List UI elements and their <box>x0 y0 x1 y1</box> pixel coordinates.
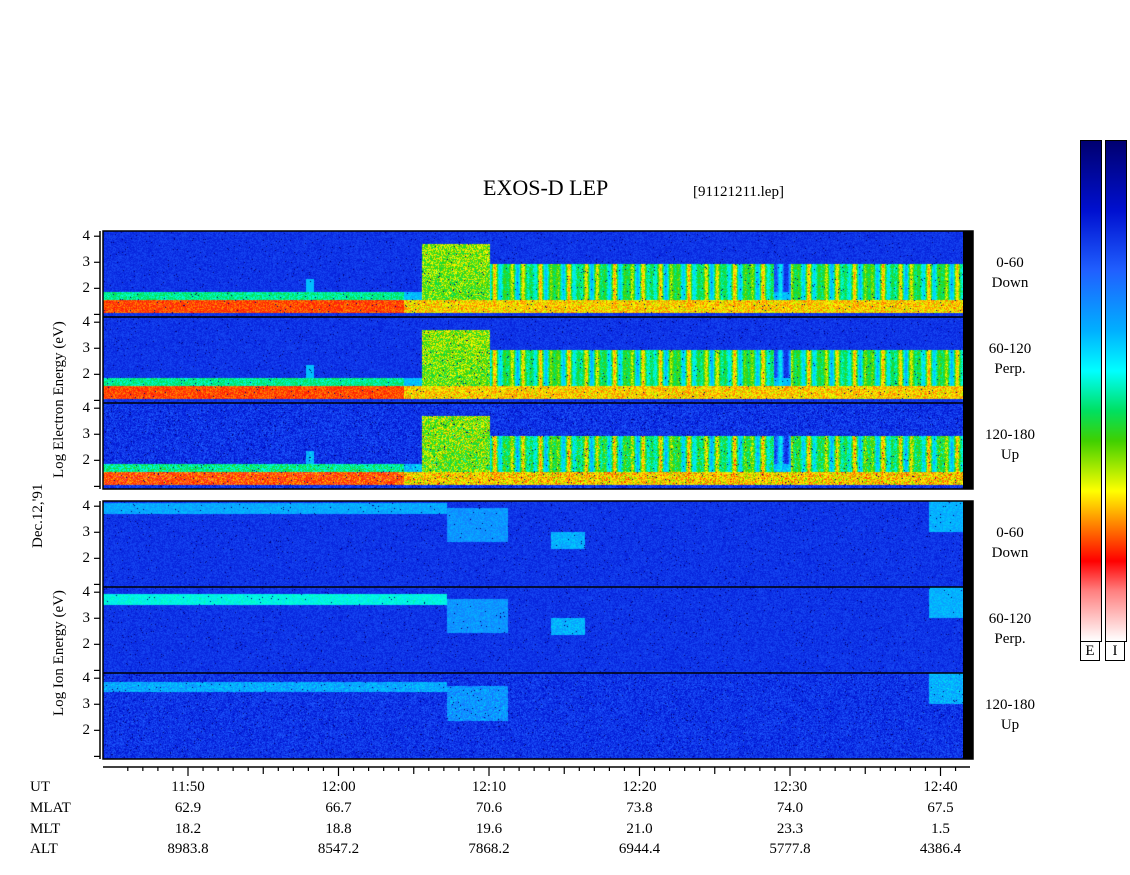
ephemeris-row-label: MLAT <box>30 800 71 816</box>
colorbar-ion <box>1105 140 1127 642</box>
ephemeris-value: 12:10 <box>471 779 507 795</box>
pitch-label-range: 0-60 <box>996 255 1024 271</box>
ephemeris-value: 11:50 <box>171 779 205 795</box>
ion-spectrogram <box>103 501 963 759</box>
ephemeris-value: 12:40 <box>923 779 958 795</box>
pitch-label-direction: Up <box>1000 447 1020 463</box>
pitch-label-direction: Perp. <box>994 361 1026 377</box>
ephemeris-value: 23.3 <box>776 821 804 837</box>
y-tick-label: 2 <box>82 636 91 653</box>
pitch-label-direction: Up <box>1000 717 1020 733</box>
colorbar-ion-label: I <box>1105 641 1125 661</box>
y-tick-label: 4 <box>82 584 91 601</box>
ephemeris-value: 12:20 <box>622 779 657 795</box>
ephemeris-value: 74.0 <box>776 800 804 816</box>
y-tick-label: 3 <box>82 340 91 357</box>
ephemeris-value: 5777.8 <box>769 841 811 857</box>
pitch-label-direction: Down <box>991 275 1029 291</box>
pitch-label-range: 0-60 <box>996 525 1024 541</box>
y-tick-label: 2 <box>82 452 91 469</box>
y-tick-label: 2 <box>82 366 91 383</box>
pitch-label-direction: Perp. <box>994 631 1026 647</box>
colorbar-electron-label: E <box>1080 641 1100 661</box>
y-tick-label: 3 <box>82 696 91 713</box>
ephemeris-value: 18.2 <box>174 821 202 837</box>
ephemeris-row-label: MLT <box>30 821 61 837</box>
y-tick-label: 4 <box>82 498 91 515</box>
ephemeris-value: 8547.2 <box>317 841 360 857</box>
ephemeris-value: 7868.2 <box>468 841 510 857</box>
y-tick-label: 3 <box>82 254 91 271</box>
ephemeris-row-label: UT <box>30 779 50 795</box>
colorbar-electron <box>1080 140 1102 642</box>
ephemeris-value: 12:30 <box>772 779 808 795</box>
ephemeris-value: 67.5 <box>927 800 954 816</box>
y-tick-label: 4 <box>82 314 91 331</box>
pitch-label-direction: Down <box>991 545 1029 561</box>
ephemeris-value: 19.6 <box>475 821 503 837</box>
y-tick-label: 2 <box>82 550 91 567</box>
y-tick-label: 2 <box>82 280 91 297</box>
pitch-label-range: 60-120 <box>988 611 1032 627</box>
pitch-label-range: 120-180 <box>985 697 1035 713</box>
ephemeris-value: 8983.8 <box>167 841 209 857</box>
y-tick-label: 3 <box>82 426 91 443</box>
ephemeris-value: 21.0 <box>626 821 653 837</box>
ephemeris-value: 73.8 <box>626 800 653 816</box>
ephemeris-row-label: ALT <box>30 841 58 857</box>
y-tick-label: 2 <box>82 722 91 739</box>
y-tick-label: 3 <box>82 610 91 627</box>
ephemeris-value: 1.5 <box>931 821 950 837</box>
ephemeris-value: 6944.4 <box>618 841 661 857</box>
pitch-label-range: 120-180 <box>985 427 1035 443</box>
electron-spectrogram <box>103 231 963 489</box>
pitch-label-range: 60-120 <box>988 341 1032 357</box>
y-tick-label: 4 <box>82 400 91 417</box>
y-tick-label: 3 <box>82 524 91 541</box>
y-tick-label: 4 <box>82 670 91 687</box>
file-label: [91121211.lep] <box>693 184 784 200</box>
chart-title: EXOS-D LEP <box>483 175 609 200</box>
ion-axis-label: Log Ion Energy (eV) <box>51 590 67 716</box>
ephemeris-value: 18.8 <box>325 821 352 837</box>
ephemeris-value: 66.7 <box>325 800 352 816</box>
ephemeris-value: 62.9 <box>174 800 202 816</box>
electron-axis-label: Log Electron Energy (eV) <box>51 321 67 478</box>
y-tick-label: 4 <box>82 228 91 245</box>
ephemeris-value: 12:00 <box>321 779 356 795</box>
ephemeris-value: 4386.4 <box>919 841 962 857</box>
date-label: Dec.12,'91 <box>30 483 46 548</box>
ephemeris-value: 70.6 <box>475 800 503 816</box>
